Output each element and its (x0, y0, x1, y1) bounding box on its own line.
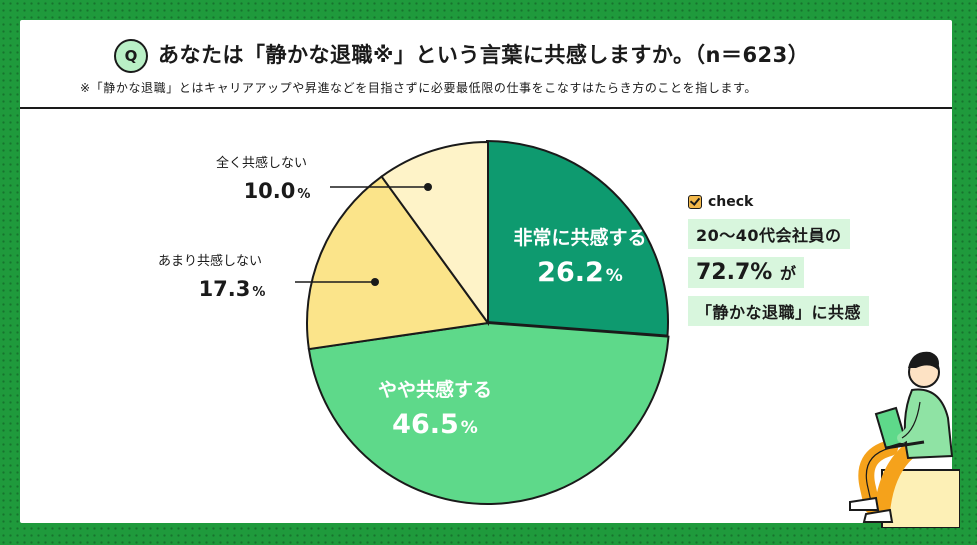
check-row: check (688, 194, 869, 210)
person-with-laptop-illustration (849, 351, 960, 528)
slice-somewhat-empathize-label: やや共感する (378, 378, 492, 401)
question-title: あなたは「静かな退職※」という言葉に共感しますか。（n＝623） (158, 43, 810, 67)
pie-chart: 非常に共感する 26.2 % やや共感する 46.5 % あまり共感しない 17.3 % 全く共感… (158, 139, 670, 505)
slice-not-much-value: 17.3% (199, 277, 266, 301)
check-callout: check 20〜40代会社員の 72.7% が 「静かな退職」に共感 (688, 194, 870, 334)
question-badge: Q (114, 39, 148, 73)
slice-not-much (306, 175, 490, 351)
callout-line-2: 72.7% が (688, 257, 805, 288)
slice-very-empathize-label: 非常に共感する (513, 226, 646, 249)
chart-card: Q あなたは「静かな退職※」という言葉に共感しますか。（n＝623） ※「静かな… (20, 20, 952, 523)
callout-line-3: 「静かな退職」に共感 (688, 296, 870, 326)
slice-somewhat-empathize-value: 46.5% (392, 409, 478, 440)
check-label: check (708, 194, 754, 210)
question-footnote: ※「静かな退職」とはキャリアアップや昇進などを目指さずに必要最低限の仕事をこなす… (80, 81, 758, 95)
slice-very-empathize (486, 139, 669, 337)
callout-line-2-suffix: が (780, 264, 797, 283)
slice-not-much-leader-dot (371, 278, 379, 286)
slice-not-at-all-value: 10.0% (244, 179, 311, 203)
slice-not-at-all-label: 全く共感しない (216, 155, 307, 171)
question-header: Q あなたは「静かな退職※」という言葉に共感しますか。（n＝623） ※「静かな… (20, 20, 952, 109)
callout-highlight-value: 72.7% (696, 260, 773, 285)
check-icon (688, 195, 702, 209)
slice-not-at-all-leader-dot (424, 183, 432, 191)
slice-somewhat-empathize (307, 321, 670, 505)
callout-line-1: 20〜40代会社員の (688, 219, 850, 249)
slice-not-much-label: あまり共感しない (158, 253, 262, 269)
slice-very-empathize-value: 26.2% (537, 257, 623, 288)
